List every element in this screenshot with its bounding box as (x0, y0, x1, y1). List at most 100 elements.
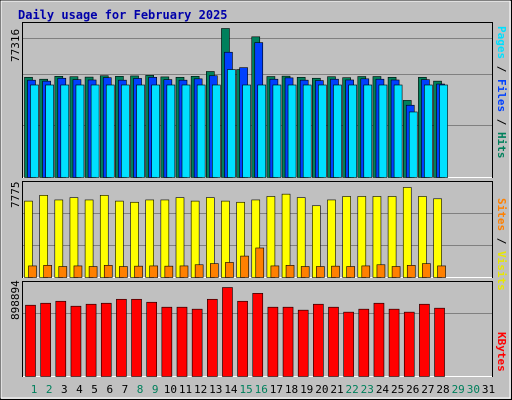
day-label: 20 (315, 383, 328, 396)
kbytes-bar (85, 303, 97, 377)
kbytes-bar (388, 308, 400, 377)
kbytes-bar (434, 307, 445, 377)
sites-bar (103, 265, 113, 278)
sites-bar (316, 266, 325, 278)
visits-bar (281, 193, 291, 278)
sites-bar (73, 265, 83, 278)
sites-bar (331, 265, 340, 278)
sites-bar (194, 264, 204, 278)
visits-bar (402, 187, 412, 278)
top-max-label: 77316 (9, 28, 22, 62)
pages-bar (105, 84, 115, 178)
kbytes-bar (131, 298, 142, 377)
kbytes-bar (252, 293, 264, 377)
kbytes-bar (328, 306, 339, 377)
kbytes-bar (207, 298, 218, 377)
visits-bar (357, 196, 367, 278)
sites-bar (255, 247, 265, 278)
pages-bar (378, 84, 388, 178)
top-legend: Pages / Files / Hits (495, 26, 508, 159)
kbytes-bar (343, 311, 354, 377)
day-label: 6 (106, 383, 113, 396)
pages-bar (90, 84, 100, 178)
pages-bar (272, 84, 282, 178)
legend-visits: Visits (495, 251, 508, 291)
day-label: 25 (391, 383, 404, 396)
pages-bar (318, 84, 327, 178)
legend-kbytes: KBytes (495, 332, 508, 372)
day-label: 23 (361, 383, 374, 396)
day-label: 13 (209, 383, 222, 396)
legend-separator: / (495, 59, 508, 79)
pages-bar (333, 84, 342, 178)
sites-bar (285, 265, 295, 278)
kbytes-bar (191, 308, 203, 377)
kbytes-bar (358, 308, 370, 377)
pages-bar (45, 84, 54, 178)
legend-pages: Pages (495, 26, 508, 60)
sites-bar (361, 265, 371, 278)
kbytes-bar (40, 302, 51, 377)
day-label: 24 (376, 383, 390, 396)
sites-bar (391, 266, 401, 278)
sites-bar (88, 266, 98, 278)
visits-bar (296, 197, 306, 278)
kbytes-bar (55, 300, 67, 377)
visits-bar (342, 196, 351, 278)
day-label: 12 (194, 383, 207, 396)
day-label: 29 (452, 383, 465, 396)
middle-max-label: 7775 (9, 181, 22, 209)
day-label: 1 (31, 383, 38, 396)
kbytes-bar (146, 301, 157, 377)
sites-bar (376, 264, 386, 278)
visits-bar (175, 197, 185, 278)
visits-bar (266, 196, 276, 278)
sites-bar (406, 265, 416, 278)
sites-bar (300, 266, 310, 278)
day-label: 26 (406, 383, 419, 396)
day-label: 2 (46, 383, 53, 396)
sites-bar (210, 263, 219, 278)
pages-bar (121, 84, 130, 178)
sites-bar (134, 265, 143, 278)
sites-bar (119, 266, 128, 278)
sites-bar (179, 265, 189, 278)
pages-bar (136, 84, 145, 178)
pages-bar (424, 84, 433, 178)
pages-bar (257, 84, 267, 178)
pages-bar (348, 84, 357, 178)
bars-layer (24, 28, 448, 377)
pages-bar (60, 84, 70, 178)
bottom-legend: KBytes (495, 332, 508, 372)
day-label: 4 (76, 383, 83, 396)
visits-bar (115, 200, 124, 278)
pages-bar (227, 69, 236, 178)
day-label: 10 (164, 383, 177, 396)
day-label: 7 (122, 383, 129, 396)
kbytes-bar (267, 306, 279, 377)
sites-bar (270, 265, 280, 278)
day-label: 19 (300, 383, 313, 396)
bottom-max-label: 898894 (9, 280, 22, 320)
pages-bar (151, 84, 160, 178)
sites-bar (28, 265, 37, 278)
pages-bar (302, 84, 312, 178)
day-label: 18 (285, 383, 298, 396)
kbytes-bar (100, 302, 112, 377)
sites-bar (225, 262, 234, 278)
legend-hits: Hits (495, 132, 508, 159)
pages-bar (181, 84, 191, 178)
day-label: 9 (152, 383, 159, 396)
day-label: 11 (179, 383, 192, 396)
day-label: 14 (224, 383, 238, 396)
pages-bar (287, 84, 297, 178)
visits-bar (387, 196, 397, 278)
day-label: 5 (91, 383, 98, 396)
kbytes-bar (282, 306, 294, 377)
sites-bar (43, 265, 52, 278)
kbytes-bar (161, 306, 173, 377)
pages-bar (196, 84, 206, 178)
day-label: 16 (255, 383, 268, 396)
pages-bar (212, 84, 221, 178)
